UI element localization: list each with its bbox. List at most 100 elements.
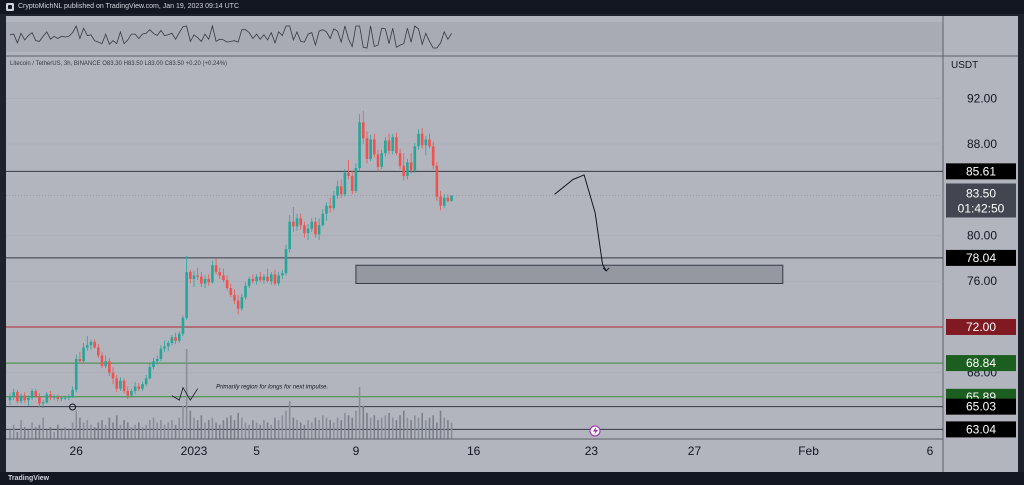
top-bar: CryptoMichNL published on TradingView.co… — [0, 0, 1024, 14]
candle-body — [148, 366, 152, 379]
oscillator-line — [9, 24, 452, 49]
volume-bar — [86, 420, 89, 439]
candle-body — [321, 213, 325, 226]
candle-body — [354, 168, 358, 191]
candle — [74, 354, 78, 393]
volume-bar — [425, 420, 427, 439]
annotation-text: Primarily region for longs for next impu… — [216, 385, 328, 391]
candle-body — [273, 274, 277, 284]
candle — [347, 160, 350, 180]
volume-bar — [60, 429, 63, 439]
time-tick-label: 6 — [927, 444, 934, 458]
projection-arrowhead — [602, 267, 610, 272]
candle — [240, 293, 244, 311]
candle — [255, 274, 258, 285]
candle — [141, 381, 144, 391]
volume-bar — [406, 417, 409, 439]
volume-bar — [204, 422, 206, 439]
candle — [104, 355, 107, 369]
oscillator-band — [6, 22, 943, 52]
volume-bar — [233, 420, 236, 439]
candle-body — [450, 195, 453, 202]
volume-bar — [27, 429, 30, 439]
volume-bar — [53, 431, 55, 439]
candle — [281, 269, 284, 279]
candle — [295, 213, 299, 231]
candle — [350, 170, 354, 195]
volume-bar — [149, 420, 151, 439]
candle — [71, 386, 74, 398]
replay-badge[interactable] — [589, 425, 601, 437]
candle — [185, 256, 188, 321]
candle-body — [281, 273, 284, 276]
volume-bar — [222, 420, 225, 439]
last-price-countdown: 01:42:50 — [958, 201, 1005, 215]
candle — [218, 267, 222, 279]
volume-bar — [163, 424, 166, 439]
candle-body — [174, 337, 177, 341]
volume-bar — [112, 422, 114, 439]
level-label: 78.04 — [946, 249, 1016, 266]
candle — [380, 149, 383, 170]
volume-bar — [31, 422, 33, 439]
candle — [369, 134, 372, 162]
candle-body — [218, 272, 222, 276]
time-tick-label: 2023 — [181, 444, 208, 458]
volume-bar — [259, 424, 262, 439]
candle — [361, 110, 365, 145]
volume-bar — [322, 415, 324, 439]
candle — [189, 269, 192, 284]
volume-bar — [329, 420, 331, 439]
candle — [292, 206, 295, 233]
price-tick-label: 76.00 — [967, 274, 997, 288]
candle-body — [34, 390, 38, 397]
volume-bar — [252, 420, 254, 439]
candle-body — [328, 205, 332, 209]
candle-body — [200, 276, 203, 284]
level-label-bg — [946, 249, 1016, 266]
bottom-bar: TradingView — [0, 472, 1024, 485]
candle — [108, 357, 111, 377]
candle — [196, 267, 199, 281]
volume-bar — [443, 417, 446, 439]
price-tick-label: 92.00 — [967, 91, 997, 105]
volume-bar — [167, 422, 170, 439]
candle — [269, 272, 273, 285]
volume-bar — [432, 415, 434, 439]
level-label: 63.04 — [946, 421, 1016, 438]
candle-body — [255, 276, 258, 282]
volume-bar — [126, 422, 129, 439]
candle — [45, 392, 49, 404]
candle — [431, 141, 435, 170]
candle — [152, 357, 155, 370]
candle — [277, 272, 280, 286]
candle-body — [137, 386, 141, 389]
price-chart[interactable]: Primarily region for longs for next impu… — [6, 16, 1018, 472]
volume-bar — [93, 427, 96, 439]
candle-body — [395, 137, 398, 154]
volume-bar — [244, 422, 247, 439]
volume-bar — [211, 417, 214, 439]
volume-bar — [355, 410, 357, 439]
candle — [435, 162, 439, 202]
candle — [170, 334, 174, 346]
candle-body — [49, 394, 52, 398]
volume-bar — [119, 424, 122, 439]
candle — [336, 180, 339, 199]
candle-body — [258, 276, 262, 281]
candle — [273, 269, 277, 286]
tradingview-brand: TradingView — [8, 475, 50, 482]
volume-bar — [20, 420, 22, 439]
volume-bar — [307, 420, 309, 439]
candle — [181, 315, 185, 337]
candle — [222, 268, 225, 283]
candle — [211, 260, 214, 284]
volume-bar — [362, 405, 365, 439]
volume-bar — [447, 420, 449, 439]
candle — [203, 275, 207, 289]
candle-body — [306, 228, 310, 234]
candle — [49, 390, 52, 401]
volume-bar — [274, 417, 276, 439]
candle — [192, 270, 196, 287]
